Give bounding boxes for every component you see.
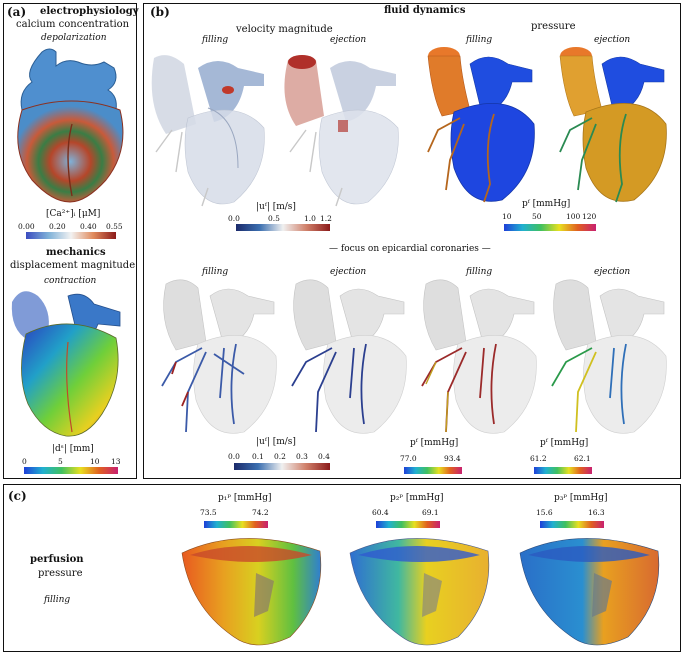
- panel-a-tag: (a): [7, 5, 27, 19]
- coronary-pressure-filling-render: [421, 279, 537, 434]
- pres-tick-0: 10: [502, 212, 512, 221]
- panel-c: (c) perfusion pressure filling p₁ᵖ [mmHg…: [3, 484, 681, 652]
- pres-tick-1: 50: [532, 212, 542, 221]
- coronary-caption: — focus on epicardial coronaries —: [329, 244, 491, 254]
- ep-colorbar: [26, 232, 116, 239]
- ep-phase: depolarization: [41, 33, 107, 43]
- p3-tick-1: 16.3: [588, 508, 605, 517]
- mech-tick-3: 13: [111, 457, 121, 466]
- mech-tick-2: 10: [90, 457, 100, 466]
- p1-tick-0: 73.5: [200, 508, 217, 517]
- mech-unit: |dˢ| [mm]: [52, 444, 94, 454]
- perfusion-p3-render: [519, 538, 660, 646]
- cor-pres-ej-tick-0: 61.2: [530, 454, 547, 463]
- vel-unit: |uᶠ| [m/s]: [256, 202, 296, 212]
- velocity-ejection-render: [284, 55, 399, 207]
- coronary-velocity-filling-render: [161, 279, 277, 434]
- p2-tick-0: 60.4: [372, 508, 389, 517]
- pressure-filling-render: [427, 47, 535, 203]
- cor-vel-tick-4: 0.4: [318, 452, 330, 461]
- label-filling-2: filling: [466, 35, 493, 45]
- vel-tick-3: 1.2: [320, 214, 332, 223]
- p1-unit: p₁ᵖ [mmHg]: [218, 493, 272, 503]
- p3-colorbar: [540, 521, 604, 528]
- mechanics-heart-render: [11, 291, 121, 437]
- ep-tick-2: 0.40: [80, 222, 97, 231]
- vel-tick-1: 0.5: [268, 214, 280, 223]
- perfusion-p1-render: [181, 538, 322, 646]
- cor-vel-tick-1: 0.1: [252, 452, 264, 461]
- vel-colorbar: [236, 224, 330, 231]
- coronary-pressure-ejection-render: [551, 279, 667, 434]
- label-filling-3: filling: [202, 267, 229, 277]
- ep-unit: [Ca²⁺]ᵢ [μM]: [46, 209, 101, 219]
- panel-a: (a) electrophysiology calcium concentrat…: [3, 3, 139, 479]
- cor-pres-fill-unit: pᶠ [mmHg]: [410, 438, 459, 448]
- vel-tick-2: 1.0: [304, 214, 316, 223]
- cor-pres-ej-unit: pᶠ [mmHg]: [540, 438, 589, 448]
- ep-tick-3: 0.55: [106, 222, 123, 231]
- p1-tick-1: 74.2: [252, 508, 269, 517]
- label-ejection-4: ejection: [594, 267, 631, 277]
- mech-colorbar: [24, 467, 118, 474]
- p3-tick-0: 15.6: [536, 508, 553, 517]
- pres-tick-2: 100: [566, 212, 581, 221]
- perfusion-subtitle: pressure: [38, 568, 83, 579]
- panel-c-tag: (c): [8, 489, 27, 503]
- pres-tick-3: 120: [582, 212, 597, 221]
- mech-subtitle: displacement magnitude: [10, 260, 136, 271]
- p1-colorbar: [204, 521, 268, 528]
- cor-pres-fill-colorbar: [404, 467, 462, 474]
- mech-title: mechanics: [46, 247, 106, 258]
- pressure-title: pressure: [531, 21, 576, 32]
- ep-subtitle: calcium concentration: [16, 19, 130, 30]
- cor-pres-fill-tick-1: 93.4: [444, 454, 461, 463]
- mech-tick-0: 0: [22, 457, 27, 466]
- cor-pres-ej-colorbar: [534, 467, 592, 474]
- cor-pres-fill-tick-0: 77.0: [400, 454, 417, 463]
- label-ejection-3: ejection: [330, 267, 367, 277]
- cor-vel-tick-0: 0.0: [228, 452, 240, 461]
- ep-title: electrophysiology: [40, 6, 139, 17]
- vel-tick-0: 0.0: [228, 214, 240, 223]
- velocity-title: velocity magnitude: [236, 24, 333, 35]
- cor-vel-colorbar: [234, 463, 330, 470]
- panel-b-tag: (b): [150, 5, 170, 19]
- pres-unit: pᶠ [mmHg]: [522, 199, 571, 209]
- label-ejection-1: ejection: [330, 35, 367, 45]
- label-filling-4: filling: [466, 267, 493, 277]
- coronary-velocity-ejection-render: [291, 279, 407, 434]
- ep-tick-0: 0.00: [18, 222, 35, 231]
- pressure-ejection-render: [559, 47, 667, 203]
- panel-b: (b) fluid dynamics velocity magnitude pr…: [143, 3, 681, 479]
- cor-vel-unit: |uᶠ| [m/s]: [256, 437, 296, 447]
- cor-vel-tick-2: 0.2: [274, 452, 286, 461]
- panel-b-title: fluid dynamics: [384, 5, 466, 16]
- mech-phase: contraction: [44, 276, 97, 286]
- p2-tick-1: 69.1: [422, 508, 439, 517]
- ep-tick-1: 0.20: [49, 222, 66, 231]
- velocity-filling-render: [151, 55, 265, 207]
- perfusion-title: perfusion: [30, 554, 84, 565]
- cor-pres-ej-tick-1: 62.1: [574, 454, 591, 463]
- perfusion-phase: filling: [44, 595, 71, 605]
- pres-colorbar: [504, 224, 596, 231]
- mech-tick-1: 5: [58, 457, 63, 466]
- p2-colorbar: [376, 521, 440, 528]
- p2-unit: p₂ᵖ [mmHg]: [390, 493, 444, 503]
- label-ejection-2: ejection: [594, 35, 631, 45]
- perfusion-p2-render: [349, 538, 490, 646]
- ep-heart-render: [17, 48, 124, 203]
- p3-unit: p₃ᵖ [mmHg]: [554, 493, 608, 503]
- cor-vel-tick-3: 0.3: [296, 452, 308, 461]
- label-filling-1: filling: [202, 35, 229, 45]
